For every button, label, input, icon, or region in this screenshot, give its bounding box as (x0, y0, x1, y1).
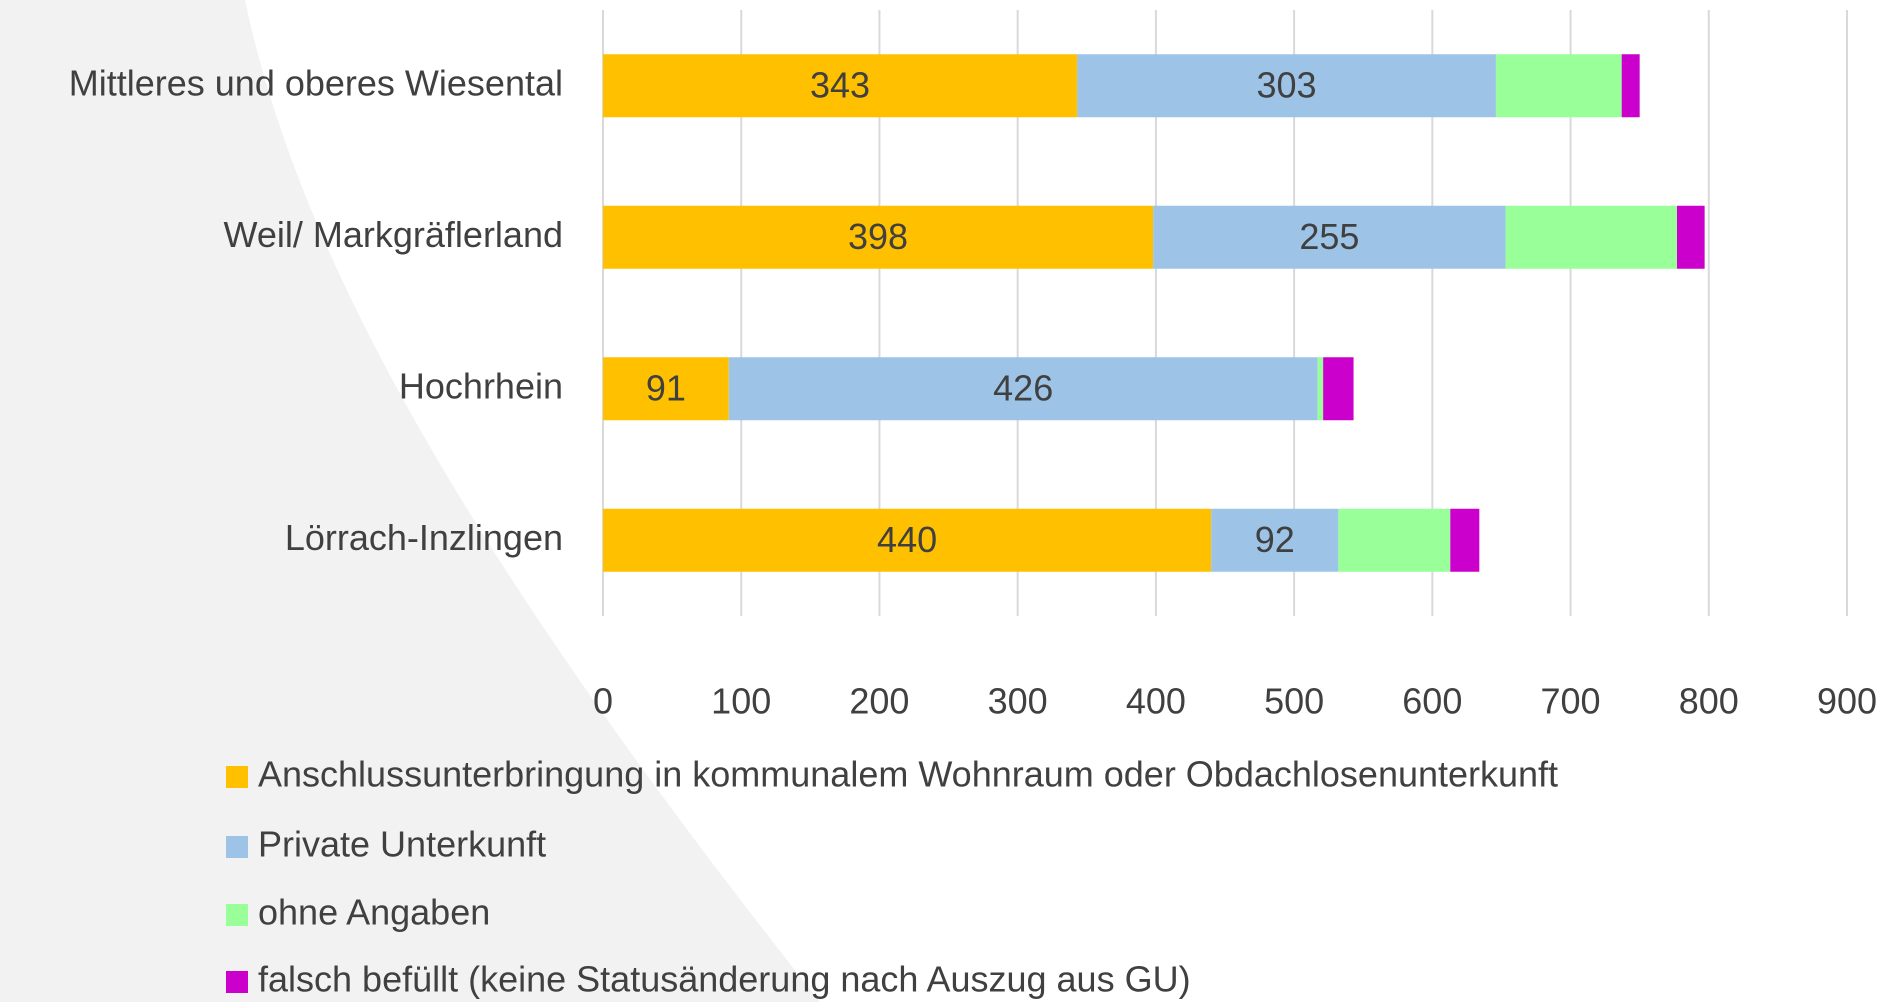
x-tick-label: 200 (849, 681, 909, 722)
bar-segment (1211, 508, 1339, 572)
bar-segment (1153, 205, 1506, 269)
bar-segment (1450, 508, 1480, 572)
data-label: 343 (810, 64, 870, 105)
y-tick-label: Lörrach-Inzlingen (285, 517, 563, 558)
bar-segment (1317, 357, 1324, 421)
data-label: 91 (646, 367, 686, 408)
x-tick-label: 400 (1126, 681, 1186, 722)
data-label: 255 (1299, 216, 1359, 257)
data-label: 426 (993, 367, 1053, 408)
data-label: 398 (848, 216, 908, 257)
x-tick-label: 900 (1817, 681, 1877, 722)
x-tick-label: 700 (1541, 681, 1601, 722)
bar-segment (1323, 357, 1354, 421)
data-label: 92 (1255, 519, 1295, 560)
x-tick-label: 500 (1264, 681, 1324, 722)
legend-swatch (226, 766, 248, 788)
bar-segment (603, 357, 729, 421)
bar-segment (1338, 508, 1451, 572)
x-tick-label: 300 (988, 681, 1048, 722)
y-tick-label: Mittleres und oberes Wiesental (69, 62, 563, 103)
bar-segment (1077, 54, 1496, 118)
bar-segment (603, 508, 1212, 572)
legend-label: falsch befüllt (keine Statusänderung nac… (258, 959, 1191, 1000)
background-shape (0, 0, 820, 1002)
bar-segment (1621, 54, 1640, 118)
legend-swatch (226, 904, 248, 926)
legend-swatch (226, 971, 248, 993)
y-tick-label: Weil/ Markgräflerland (224, 214, 563, 255)
data-label: 303 (1256, 64, 1316, 105)
x-tick-label: 0 (593, 681, 613, 722)
bar-segment (603, 205, 1154, 269)
x-tick-label: 600 (1402, 681, 1462, 722)
legend-label: Anschlussunterbringung in kommunalem Woh… (258, 754, 1558, 795)
x-tick-label: 800 (1679, 681, 1739, 722)
legend-swatch (226, 836, 248, 858)
x-tick-label: 100 (711, 681, 771, 722)
legend-label: ohne Angaben (258, 892, 490, 933)
bar-segment (603, 54, 1078, 118)
bar-segment (1505, 205, 1677, 269)
bar-segment (728, 357, 1318, 421)
y-tick-label: Hochrhein (399, 365, 563, 406)
legend-label: Private Unterkunft (258, 824, 546, 865)
bar-segment (1495, 54, 1622, 118)
data-label: 440 (877, 519, 937, 560)
bar-segment (1676, 205, 1705, 269)
